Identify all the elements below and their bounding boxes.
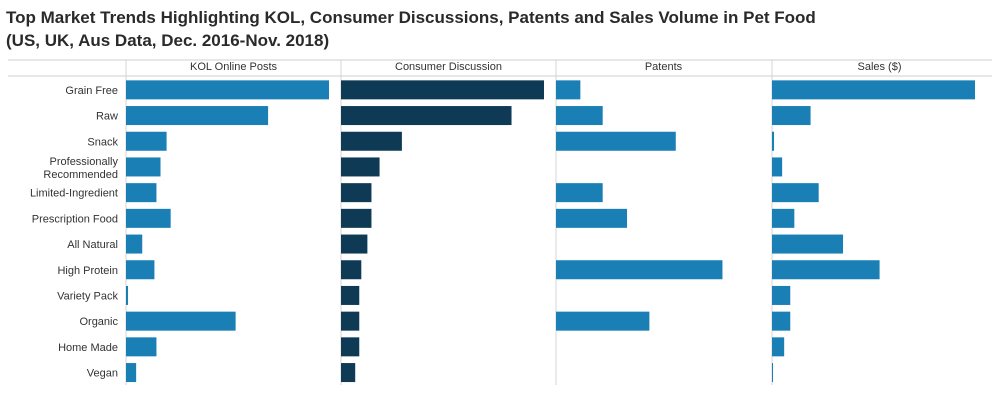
bar (556, 131, 676, 151)
panel-header: KOL Online Posts (190, 61, 278, 73)
bar (772, 131, 775, 151)
bar (126, 157, 161, 177)
bar (126, 260, 155, 280)
bar (126, 363, 137, 383)
category-label: Raw (96, 111, 118, 123)
bar (341, 157, 380, 177)
bar (126, 106, 269, 126)
chart-subtitle: (US, UK, Aus Data, Dec. 2016-Nov. 2018) (6, 31, 330, 50)
bar (341, 80, 544, 100)
bar (772, 311, 791, 331)
bar (772, 80, 975, 100)
bar (556, 80, 581, 100)
bar (341, 234, 368, 254)
bar (772, 183, 819, 203)
bar (772, 285, 791, 305)
bar (341, 106, 512, 126)
bar (772, 337, 785, 357)
bar (772, 234, 844, 254)
panel-header: Patents (645, 61, 683, 73)
bar (126, 131, 167, 151)
bar (556, 208, 628, 228)
bar (772, 106, 811, 126)
category-label: High Protein (57, 265, 118, 277)
category-label: Recommended (43, 169, 118, 181)
bar (772, 260, 880, 280)
category-label: Variety Pack (57, 290, 118, 302)
bar (556, 260, 723, 280)
bar (556, 183, 603, 203)
bar (772, 363, 774, 383)
bar (341, 337, 360, 357)
category-label: Prescription Food (32, 213, 118, 225)
category-label: Home Made (58, 342, 118, 354)
bar (126, 285, 129, 305)
bar (341, 363, 356, 383)
bar (126, 208, 171, 228)
bar (341, 285, 360, 305)
panel-header: Sales ($) (857, 61, 901, 73)
bar (341, 311, 360, 331)
bar (772, 157, 783, 177)
bar (341, 260, 362, 280)
category-label: Grain Free (65, 85, 118, 97)
category-label: Vegan (87, 368, 118, 380)
bar (341, 183, 372, 203)
bar (126, 80, 329, 100)
bar (126, 337, 157, 357)
category-label: Limited-Ingredient (30, 188, 118, 200)
bar (341, 131, 402, 151)
bar (556, 106, 603, 126)
bar (126, 311, 236, 331)
bar (772, 208, 795, 228)
category-label: Snack (87, 136, 118, 148)
category-label: Professionally (50, 156, 119, 168)
bar (341, 208, 372, 228)
bar (126, 234, 143, 254)
bar (556, 311, 650, 331)
bar (126, 183, 157, 203)
chart-title: Top Market Trends Highlighting KOL, Cons… (6, 8, 816, 27)
category-label: Organic (79, 316, 118, 328)
category-label: All Natural (67, 239, 118, 251)
panel-header: Consumer Discussion (395, 61, 502, 73)
